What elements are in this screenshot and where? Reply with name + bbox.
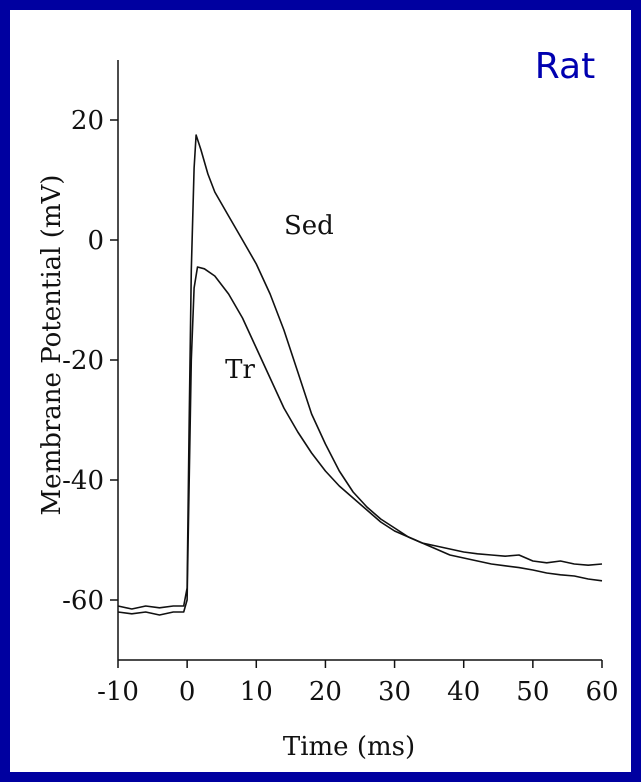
species-label: Rat bbox=[535, 46, 595, 87]
x-tick-label: 50 bbox=[516, 677, 549, 707]
x-tick-label: 30 bbox=[378, 677, 411, 707]
series-label-tr: Tr bbox=[225, 355, 255, 385]
y-tick-label: 20 bbox=[71, 106, 104, 136]
axes: -10 0 10 20 30 40 50 60 -60 -40 -20 0 20 bbox=[62, 60, 619, 707]
labels-layer: Sed Tr bbox=[225, 211, 334, 385]
x-tick-label: 20 bbox=[309, 677, 342, 707]
series-layer bbox=[117, 134, 603, 616]
y-tick-label: -60 bbox=[62, 586, 104, 616]
x-axis-title: Time (ms) bbox=[283, 732, 415, 762]
y-tick-label: 0 bbox=[87, 226, 104, 256]
x-tick-label: 60 bbox=[585, 677, 618, 707]
series-line-tr bbox=[117, 266, 603, 616]
chart-canvas: -10 0 10 20 30 40 50 60 -60 -40 -20 0 20 Sed Tr Time … bbox=[37, 46, 619, 762]
y-axis-title: Membrane Potential (mV) bbox=[37, 175, 67, 516]
x-tick-label: -10 bbox=[97, 677, 139, 707]
series-line-sed bbox=[117, 134, 603, 610]
y-tick-label: -40 bbox=[62, 466, 104, 496]
x-tick-label: 40 bbox=[447, 677, 480, 707]
x-tick-label: 0 bbox=[179, 677, 196, 707]
x-tick-label: 10 bbox=[240, 677, 273, 707]
series-label-sed: Sed bbox=[284, 211, 334, 241]
chart-panel: -10 0 10 20 30 40 50 60 -60 -40 -20 0 20 Sed Tr Time … bbox=[10, 10, 631, 772]
y-tick-label: -20 bbox=[62, 346, 104, 376]
